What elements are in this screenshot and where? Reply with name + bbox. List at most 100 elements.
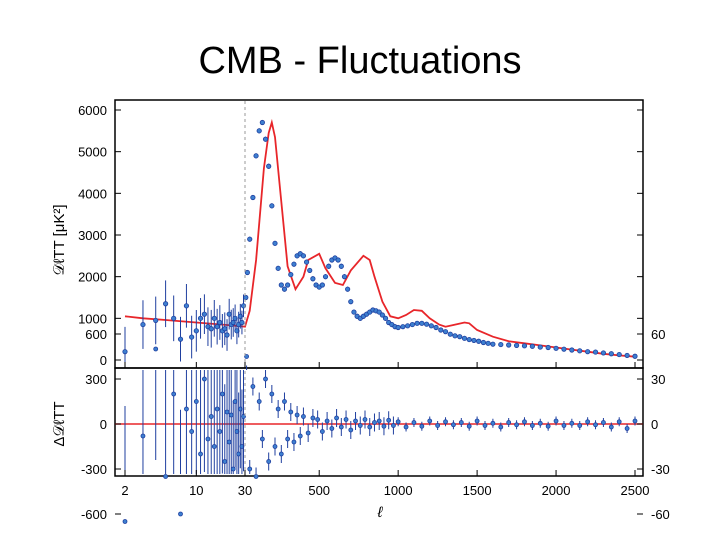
residual-point — [545, 423, 551, 429]
residual-point — [285, 436, 291, 442]
data-point — [419, 320, 425, 326]
data-point — [163, 301, 169, 307]
xtick-label: 1500 — [463, 483, 492, 498]
data-point — [243, 294, 249, 301]
data-point — [171, 315, 177, 321]
data-point — [275, 265, 281, 271]
data-point — [506, 342, 512, 348]
data-point — [452, 333, 458, 339]
residual-point — [178, 511, 183, 517]
main-ytick-label: 3000 — [78, 228, 107, 243]
res-ytick-label-right: 0 — [651, 417, 658, 432]
res-ytick-label-left: -300 — [81, 462, 107, 477]
data-point — [291, 261, 297, 267]
res-ytick-label-left: 300 — [85, 372, 107, 387]
residual-point — [122, 519, 128, 524]
data-point — [490, 341, 496, 347]
data-point — [585, 349, 591, 355]
data-point — [624, 352, 630, 359]
data-point — [259, 119, 265, 126]
residual-point — [241, 414, 246, 419]
residual-point — [427, 418, 433, 424]
residual-point — [372, 420, 377, 425]
data-point — [395, 324, 401, 331]
data-point — [600, 350, 607, 356]
data-point — [569, 347, 575, 353]
data-point — [592, 349, 599, 355]
residual-point — [498, 424, 504, 430]
residual-point — [529, 423, 535, 428]
data-point — [266, 163, 272, 169]
residual-point — [153, 346, 159, 352]
residual-point — [435, 423, 441, 428]
data-point — [632, 353, 638, 359]
residual-point — [343, 417, 349, 422]
residual-point — [514, 422, 519, 428]
residual-point — [214, 406, 220, 412]
residual-point — [601, 420, 606, 425]
residual-point — [632, 418, 638, 424]
residual-point — [319, 429, 325, 434]
data-point — [189, 334, 195, 340]
residual-plot-frame — [114, 367, 644, 477]
data-point — [222, 326, 228, 332]
residual-point — [253, 474, 259, 479]
data-point — [513, 342, 520, 349]
data-point — [140, 321, 146, 328]
data-point — [288, 271, 294, 278]
residual-point — [189, 429, 195, 434]
residual-point — [334, 415, 339, 421]
residual-point — [205, 436, 211, 442]
residual-point — [411, 420, 417, 425]
residual-point — [250, 384, 256, 389]
res-ytick-label-left: 600 — [85, 327, 107, 342]
data-point — [250, 194, 256, 201]
data-point — [153, 317, 159, 324]
residual-point — [208, 414, 214, 419]
residual-point — [278, 451, 284, 457]
data-point — [253, 153, 259, 159]
residual-point — [391, 423, 396, 428]
residual-point — [217, 429, 223, 434]
main-ytick-label: 4000 — [78, 186, 107, 201]
residual-point — [288, 409, 294, 415]
residual-point — [616, 419, 622, 425]
res-ytick-label-right: 30 — [651, 372, 665, 387]
xtick-label: 10 — [189, 483, 203, 498]
residual-point — [193, 399, 199, 404]
residual-point — [553, 418, 559, 424]
main-ytick-label: 6000 — [78, 103, 107, 118]
residual-point — [184, 406, 189, 412]
residual-point — [474, 418, 480, 424]
main-ytick-label: 5000 — [78, 145, 107, 160]
res-ytick-label-right: -30 — [651, 462, 670, 477]
xtick-label: 1000 — [384, 483, 413, 498]
data-point — [476, 338, 482, 344]
data-point — [177, 336, 184, 342]
slide-title: CMB - Fluctuations — [198, 40, 522, 82]
residual-point — [381, 423, 387, 429]
residual-point — [451, 422, 456, 428]
model-curve — [124, 118, 636, 358]
data-point — [307, 267, 313, 274]
data-point — [256, 128, 262, 134]
data-point — [485, 340, 491, 346]
residual-point — [490, 420, 496, 426]
residual-point — [282, 399, 287, 404]
residual-point — [272, 444, 278, 449]
data-point — [498, 341, 504, 348]
data-point — [285, 282, 291, 288]
xtick-label: 2 — [121, 483, 128, 498]
data-point — [400, 324, 406, 330]
xtick-label: 30 — [238, 483, 252, 498]
data-point — [480, 339, 487, 346]
residual-point — [219, 391, 225, 397]
data-point — [208, 326, 214, 332]
data-point — [561, 346, 567, 352]
data-point — [461, 335, 468, 341]
data-point — [244, 269, 250, 276]
data-point — [278, 282, 284, 288]
data-point — [471, 337, 477, 344]
data-point — [338, 263, 344, 269]
